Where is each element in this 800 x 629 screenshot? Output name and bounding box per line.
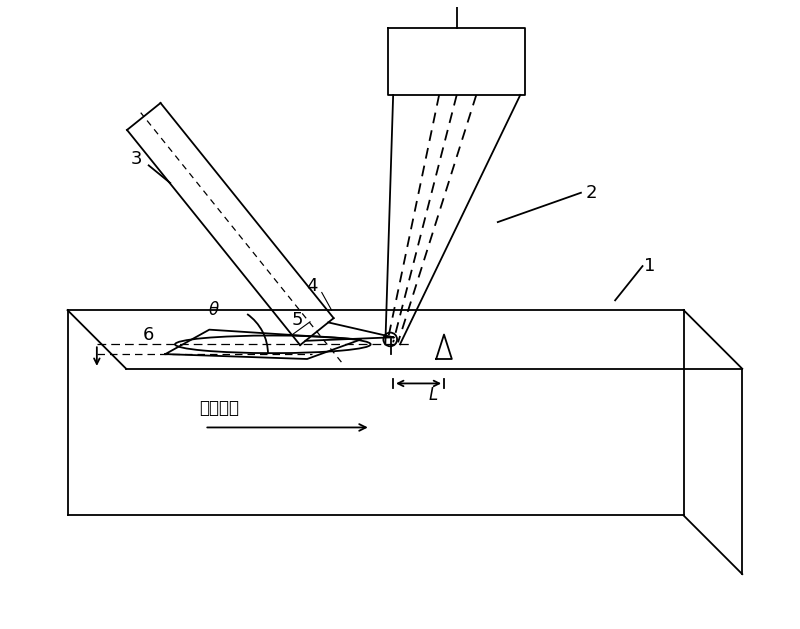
Text: 1: 1 bbox=[645, 257, 656, 275]
Text: 3: 3 bbox=[130, 150, 142, 167]
Text: L: L bbox=[429, 386, 438, 404]
Text: θ: θ bbox=[209, 301, 219, 319]
Text: 4: 4 bbox=[306, 277, 318, 294]
Text: 5: 5 bbox=[291, 311, 303, 329]
Text: 焊接方向: 焊接方向 bbox=[199, 399, 239, 417]
Text: 2: 2 bbox=[586, 184, 598, 202]
Text: 6: 6 bbox=[143, 326, 154, 343]
